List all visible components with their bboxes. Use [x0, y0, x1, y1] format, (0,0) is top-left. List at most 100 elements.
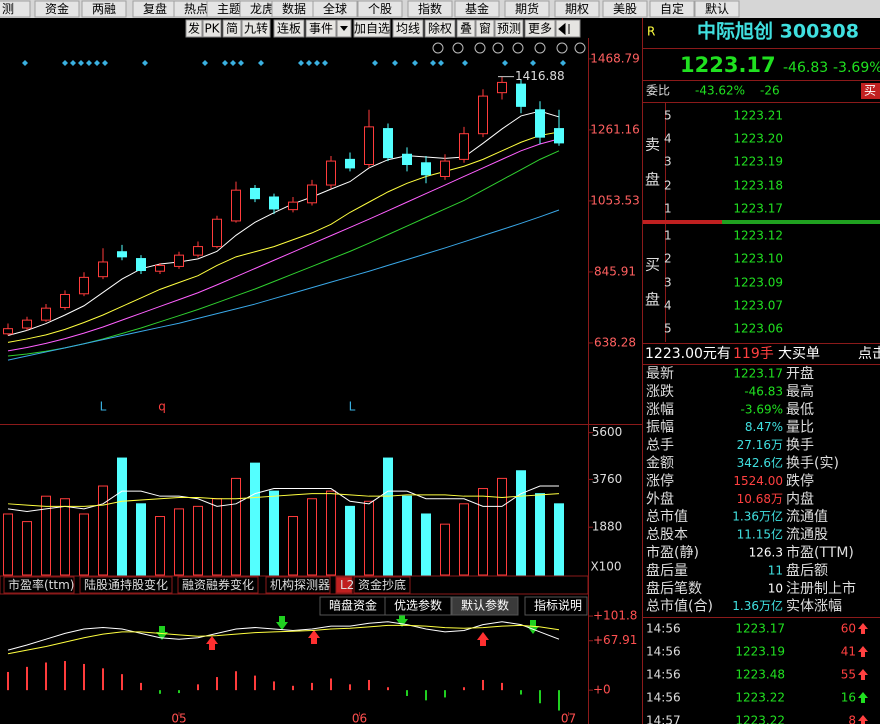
tab[interactable]: [694, 0, 740, 18]
volume-bar: [554, 503, 564, 576]
tab-label: 期权: [565, 2, 589, 16]
indicator-tab[interactable]: [79, 576, 173, 594]
tab[interactable]: [649, 0, 695, 18]
candle-body: [383, 128, 393, 159]
indicator-tab-label: 陆股通持股变化: [84, 577, 168, 592]
toolbar-button[interactable]: [241, 19, 271, 38]
toolbar-button[interactable]: [555, 19, 581, 38]
big-order-text: 119手: [733, 346, 774, 362]
stat-value: 10: [768, 581, 783, 595]
toolbar-button[interactable]: [202, 19, 222, 38]
buy-button[interactable]: [861, 83, 880, 99]
signal-diamond: [94, 60, 100, 66]
volume-bar: [231, 477, 241, 576]
stat-label: 盘后额: [786, 562, 828, 579]
tab[interactable]: [357, 0, 403, 18]
tab[interactable]: [0, 0, 31, 18]
toolbar-label: 事件: [309, 22, 333, 36]
indicator-tab[interactable]: [177, 576, 259, 594]
toolbar-button[interactable]: [185, 19, 203, 38]
toolbar-label: 连板: [277, 21, 301, 36]
stat-label: 振幅: [646, 420, 674, 436]
signal-diamond: [70, 60, 76, 66]
volume-bar: [22, 521, 32, 576]
order-level: 1: [664, 202, 672, 216]
tool-icon[interactable]: [512, 42, 524, 54]
tab[interactable]: [504, 0, 550, 18]
tool-icon[interactable]: [474, 42, 486, 54]
volume-bar: [516, 470, 526, 576]
y-tick-label: 1880: [592, 520, 623, 534]
tool-icon[interactable]: [556, 42, 568, 54]
tick-price: 1223.17: [735, 622, 785, 636]
buy-button-label: 买: [864, 84, 876, 98]
tick-time: 14:57: [646, 714, 681, 724]
tab[interactable]: [81, 0, 127, 18]
toolbar-button[interactable]: [392, 19, 424, 38]
toolbar-label: 加自选: [354, 22, 390, 36]
indicator-tab[interactable]: [3, 576, 75, 594]
marker-label: L: [100, 400, 107, 414]
candle-body: [421, 162, 431, 176]
tool-icon[interactable]: [492, 42, 504, 54]
tool-icon[interactable]: [452, 42, 464, 54]
buy-arrow: [308, 630, 320, 644]
tab[interactable]: [407, 0, 453, 18]
toolbar-button[interactable]: [475, 19, 495, 38]
high-annotation: 1416.88: [515, 69, 565, 83]
tick-time: 14:56: [646, 668, 681, 682]
buy-arrow: [477, 632, 489, 646]
tab-label: 期货: [515, 1, 539, 16]
toolbar-button[interactable]: [273, 19, 305, 38]
tab[interactable]: [602, 0, 648, 18]
volume-bar: [307, 498, 317, 576]
toolbar-button[interactable]: [353, 19, 391, 38]
indicator-tab[interactable]: [353, 576, 411, 594]
volume-bar: [383, 457, 393, 576]
tool-icon[interactable]: [432, 42, 444, 54]
signal-diamond: [306, 60, 312, 66]
stat-label: 量比: [786, 420, 814, 436]
tick-arrow: [858, 646, 868, 657]
toolbar-button[interactable]: [305, 19, 337, 38]
tab[interactable]: [34, 0, 80, 18]
toolbar-button[interactable]: [494, 19, 524, 38]
volume-bar: [345, 505, 355, 576]
tick-volume: 55: [841, 668, 856, 682]
toolbar-button[interactable]: [424, 19, 456, 38]
tick-time: 14:56: [646, 645, 681, 659]
big-order-text: 1223.00元有: [645, 346, 731, 362]
signal-diamond: [142, 60, 148, 66]
tab[interactable]: [312, 0, 358, 18]
tool-icon[interactable]: [574, 42, 586, 54]
toolbar-button[interactable]: [524, 19, 556, 38]
tool-icon[interactable]: [534, 42, 546, 54]
indicator-tab[interactable]: [335, 576, 353, 594]
volume-bar: [250, 462, 260, 576]
tick-volume: 41: [841, 645, 856, 659]
signal-diamond: [372, 60, 378, 66]
volume-bar: [79, 513, 89, 576]
side-label: 买: [645, 256, 660, 274]
indicator-tab[interactable]: [265, 576, 331, 594]
toolbar-button[interactable]: [222, 19, 242, 38]
tab[interactable]: [454, 0, 500, 18]
order-price: 1223.20: [733, 132, 783, 146]
candle-body: [402, 153, 412, 166]
tick-price: 1223.48: [735, 668, 785, 682]
signal-diamond: [314, 60, 320, 66]
param-tab[interactable]: [384, 596, 452, 616]
side-label: 盘: [645, 291, 660, 309]
tab[interactable]: [554, 0, 600, 18]
signal-diamond: [438, 60, 444, 66]
tab-label: 指数: [418, 1, 442, 16]
order-price: 1223.10: [733, 252, 783, 266]
stat-label: 总市值: [646, 508, 688, 525]
y-tick-label: 1468.79: [590, 51, 640, 65]
param-tab[interactable]: [524, 596, 588, 616]
param-tab[interactable]: [451, 596, 519, 616]
toolbar-button[interactable]: [456, 19, 476, 38]
stat-label: 市盈(静): [646, 544, 699, 561]
ma-line: [7, 493, 560, 507]
